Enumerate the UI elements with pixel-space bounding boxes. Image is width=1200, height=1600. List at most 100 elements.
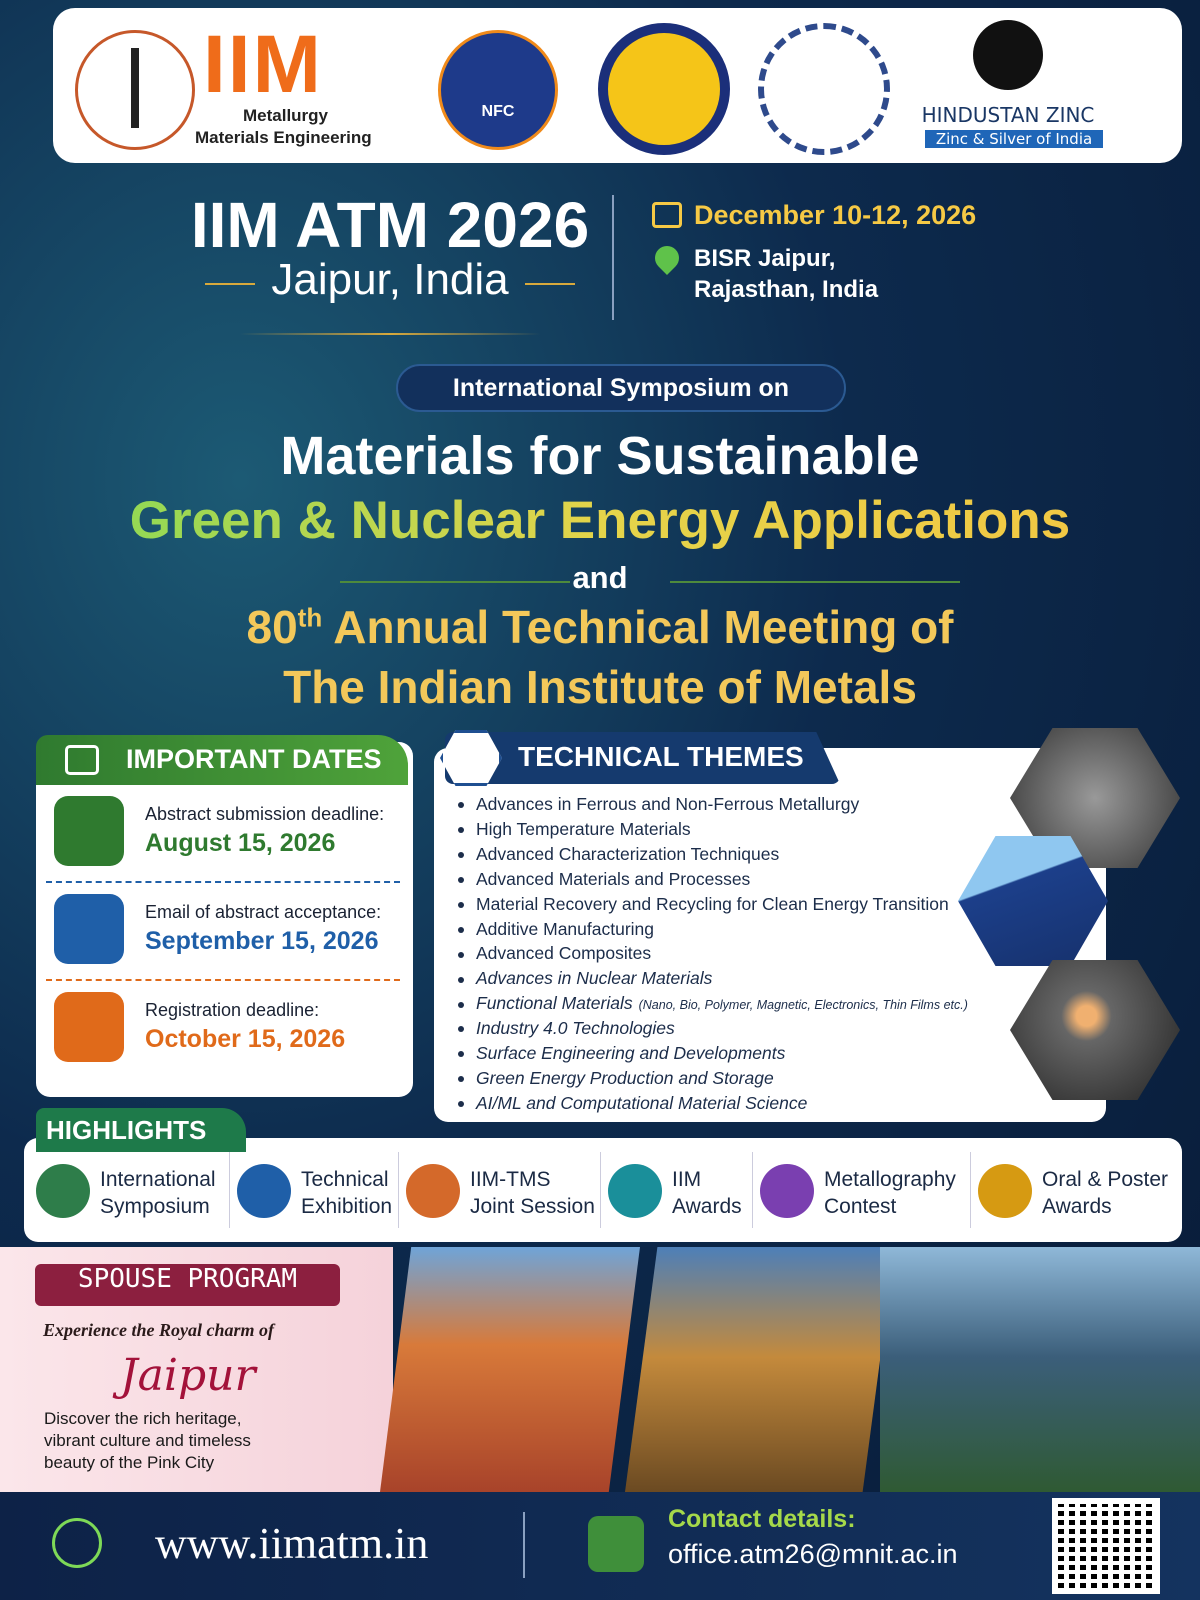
meeting-line2: The Indian Institute of Metals [283,661,917,713]
date-icon [54,796,124,866]
divider [612,195,614,320]
qr-code [1052,1498,1160,1594]
hz-name: HINDUSTAN ZINC [921,103,1095,127]
highlight-line2: Symposium [100,1195,210,1218]
iim-seal-pillar [131,48,139,128]
highlight-label: International Symposium [100,1166,216,1220]
theme-item: High Temperature Materials [458,819,691,840]
highlight-line2: Joint Session [470,1195,595,1218]
event-title: IIM ATM 2026 [190,189,590,261]
highlight-line2: Contest [824,1195,897,1218]
theme-text: Surface Engineering and Developments [476,1043,786,1063]
nfc-logo [438,30,558,150]
hz-logo [973,20,1043,90]
date-label: Abstract submission deadline: [145,804,385,824]
highlight-label: Oral & Poster Awards [1042,1166,1168,1220]
event-date: December 10-12, 2026 [694,200,977,230]
themes-heading: TECHNICAL THEMES [518,741,804,772]
separator [970,1152,971,1228]
website[interactable]: www.iimatm.in [155,1519,429,1568]
theme-item: Advanced Composites [458,943,651,964]
separator [46,979,400,981]
hawa-mahal-image [380,1247,640,1492]
highlight-label: Technical Exhibition [301,1166,392,1220]
symposium-title-line2: Green & Nuclear Energy Applications [0,490,1200,551]
date-icon [54,992,124,1062]
theme-text: Advanced Materials and Processes [476,868,751,889]
theme-item: Advances in Nuclear Materials [458,968,712,989]
themes-heading-bar [445,732,840,784]
spouse-city: Jaipur [120,1350,256,1401]
spouse-heading: SPOUSE PROGRAM [35,1264,340,1306]
symposium-title-line1: Materials for Sustainable [280,426,920,486]
highlight-line2: Awards [1042,1195,1112,1218]
separator [229,1152,230,1228]
theme-item: Material Recovery and Recycling for Clea… [458,894,949,915]
theme-detail: (Nano, Bio, Polymer, Magnetic, Electroni… [638,998,968,1013]
date-icon [54,894,124,964]
highlight-icon [36,1164,90,1218]
highlight-line2: Exhibition [301,1195,393,1218]
contact-email[interactable]: office.atm26@mnit.ac.in [668,1539,958,1569]
theme-text: High Temperature Materials [476,818,691,839]
highlight-label: IIM Awards [672,1166,742,1220]
theme-text: Additive Manufacturing [476,918,655,939]
highlight-icon [406,1164,460,1218]
highlight-icon [760,1164,814,1218]
separator [600,1152,601,1228]
theme-text: Advanced Characterization Techniques [476,843,780,864]
theme-text: Industry 4.0 Technologies [476,1018,675,1039]
theme-item: Industry 4.0 Technologies [458,1018,675,1039]
theme-item: AI/ML and Computational Material Science [458,1093,807,1114]
meeting-line1: Annual Technical Meeting of [333,601,954,653]
contact-label: Contact details: [668,1505,856,1533]
calendar-icon [652,202,682,228]
highlight-label: IIM-TMS Joint Session [470,1166,595,1220]
separator [398,1152,399,1228]
highlight-line1: Metallography [824,1168,956,1191]
mnit-logo [598,23,730,155]
venue-line1: BISR Jaipur, [694,245,836,272]
globe-icon [52,1518,102,1568]
symposium-label: International Symposium on [396,364,846,412]
highlight-icon [978,1164,1032,1218]
iim-logo-name: IIM [203,19,323,110]
theme-text: Material Recovery and Recycling for Clea… [476,893,949,914]
rule [340,581,570,583]
calendar-icon [65,745,99,775]
logo-bar: IIM Metallurgy Materials Engineering NFC… [53,8,1182,163]
separator [752,1152,753,1228]
highlights-heading-bar [36,1108,246,1152]
date-value: October 15, 2026 [145,1025,346,1053]
theme-text: Green Energy Production and Storage [476,1067,774,1088]
date-value: August 15, 2026 [145,829,336,857]
date-value: September 15, 2026 [145,927,379,955]
campus-image [880,1247,1200,1492]
meeting-suffix: th [297,602,323,633]
dates-heading: IMPORTANT DATES [126,744,382,774]
rule [205,283,255,285]
fort-image [625,1247,895,1492]
highlight-line1: Oral & Poster [1042,1168,1169,1191]
highlight-line2: Awards [672,1195,742,1218]
highlights-heading: HIGHLIGHTS [46,1115,207,1145]
highlight-line1: IIM-TMS [470,1168,551,1191]
theme-item: Advanced Characterization Techniques [458,844,779,865]
highlight-label: Metallography Contest [824,1166,956,1220]
venue-line2: Rajasthan, India [694,276,879,303]
theme-item: Green Energy Production and Storage [458,1068,774,1089]
rule [525,283,575,285]
iim-logo-line2: Materials Engineering [195,128,372,147]
highlight-line1: IIM [672,1168,702,1191]
theme-item: Advanced Materials and Processes [458,869,750,890]
theme-item: Additive Manufacturing [458,919,654,940]
spouse-description: Discover the rich heritage, vibrant cult… [44,1409,251,1472]
hz-tagline: Zinc & Silver of India [925,130,1103,148]
highlight-line1: International [100,1168,216,1191]
highlight-icon [237,1164,291,1218]
date-label: Registration deadline: [145,1000,320,1020]
mail-icon [588,1516,644,1572]
date-label: Email of abstract acceptance: [145,902,382,922]
theme-item: Advances in Ferrous and Non-Ferrous Meta… [458,794,859,815]
